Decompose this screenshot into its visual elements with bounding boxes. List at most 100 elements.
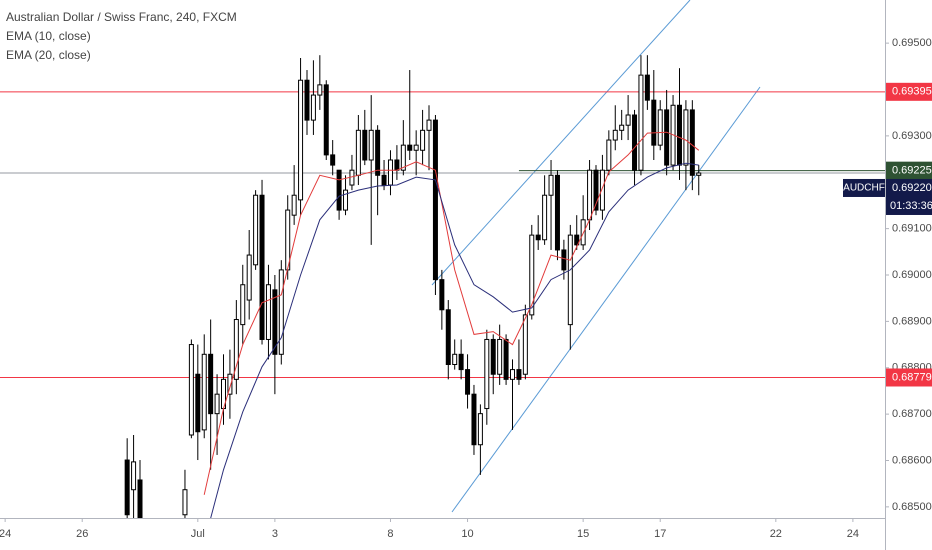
price-label-box [886,368,932,387]
x-tick-label: 24 [847,528,859,540]
price-label-box [886,161,932,180]
candle-body [471,393,477,446]
candle-body [599,169,605,211]
candle-body [593,169,599,211]
plot-area [0,55,885,518]
candle-body [253,194,259,266]
price-label: 0.69225 [892,165,932,177]
candle-body [554,174,560,251]
ema-line [210,162,699,518]
candle-body [535,234,541,241]
chart-title: Australian Dollar / Swiss Franc, 240, FX… [6,10,237,24]
x-tick-label: 10 [461,528,473,540]
candle-body [208,353,214,415]
candle-body [265,284,271,340]
candle-body [400,144,406,171]
candle-body [696,172,702,176]
last-price-label: 0.69220 [892,182,932,194]
candle-body [542,194,548,241]
candle-body [298,79,304,201]
candle-body [227,373,233,395]
y-tick-label: 0.68900 [892,315,932,327]
candle-body [574,234,580,246]
candle-body [355,129,361,176]
last-price-box [886,178,932,215]
price-label: 0.68779 [892,371,932,383]
x-tick-label: 22 [770,528,782,540]
candle-body [368,129,374,161]
candle-body [201,353,207,431]
candle-body [664,109,670,166]
candle-body [651,99,657,146]
candle-body [619,124,625,131]
x-tick-label: 3 [272,528,278,540]
candle-body [644,74,650,101]
candle-body [625,114,631,126]
candle-body [188,344,194,436]
candle-body [683,109,689,166]
candle-body [490,338,496,375]
candle-body [246,254,252,301]
candle-body [137,479,143,518]
candle-body [497,338,503,375]
y-tick-label: 0.69300 [892,130,932,142]
candle-body [336,169,342,211]
candle-body [413,144,419,151]
y-tick-label: 0.68500 [892,501,932,513]
candle-body [567,234,573,326]
candle-body [131,461,137,491]
candle-body [516,369,522,380]
channel-lower [451,86,761,513]
candle-body [278,269,284,355]
y-tick-label: 0.69100 [892,223,932,235]
candle-body [317,84,323,96]
channel [431,0,761,513]
candle-body [432,119,438,281]
y-tick-label: 0.68600 [892,454,932,466]
candle-body [676,104,682,166]
candle-body [445,309,451,366]
candle-body [310,94,316,121]
legend-entry: EMA (20, close) [6,48,91,62]
candle-body [387,159,393,186]
candle-body [587,169,593,221]
candle-body [214,393,220,415]
candle-body [465,369,471,395]
candle-body [638,74,644,171]
candle-body [606,139,612,171]
candle-body [259,194,265,340]
candle-body [362,129,368,161]
x-tick-label: 24 [0,528,11,540]
candle-body [394,159,400,171]
symbol-box [843,178,885,197]
channel-upper [431,0,691,286]
candle-body [343,189,349,211]
candle-body [529,234,535,316]
candle-body [452,353,458,366]
x-tick-label: 15 [577,528,589,540]
candle-body [484,338,490,410]
candle-body [477,413,483,446]
candle-body [510,369,516,380]
candle-body [561,249,567,271]
y-tick-label: 0.68700 [892,408,932,420]
countdown-label: 01:33:36 [890,200,932,212]
candle-body [124,459,130,516]
price-label-box [886,82,932,101]
candle-body [381,174,387,186]
legend-entry: EMA (10, close) [6,29,91,43]
x-tick-label: 17 [654,528,666,540]
candle-body [304,79,310,121]
candle-body [407,144,413,151]
price-label: 0.69395 [892,86,932,98]
candle-body [182,489,188,516]
candle-body [657,109,663,146]
candle-body [548,174,554,196]
ema-line [203,131,700,495]
symbol-label: AUDCHF [843,183,885,194]
x-tick-label: Jul [191,528,205,540]
candle-body [689,109,695,176]
candle-body [522,314,528,375]
candle-body [632,114,638,171]
